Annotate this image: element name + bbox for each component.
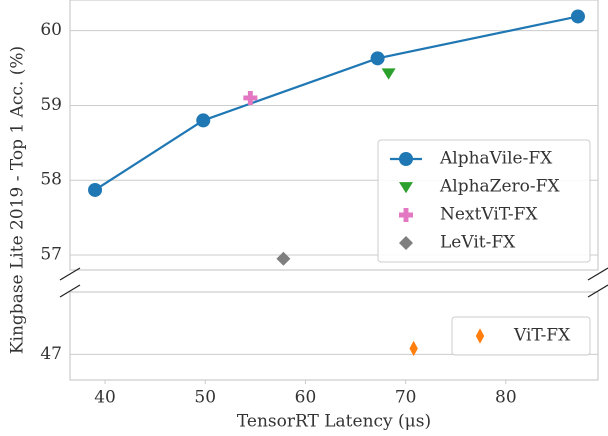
legend-marker [399,236,413,250]
marker [243,90,258,105]
legend-box [451,316,591,356]
legend-marker [399,208,413,222]
y-tick-label: 57 [40,245,62,265]
marker [409,340,418,357]
legend: AlphaVile-FX AlphaZero-FX NextViT-FX LeVit-… [377,139,591,263]
marker [381,68,396,80]
legend-marker [475,328,485,344]
x-tick-label: 50 [194,388,216,408]
marker [570,9,585,24]
series-line [94,15,579,191]
y-tick-label: 59 [40,95,62,115]
legend-label: ViT-FX [513,326,571,346]
y-tick-label: 47 [40,344,62,364]
legend-box [377,139,591,263]
y-tick-label: 58 [40,170,62,190]
y-axis-label: Kingbase Lite 2019 - Top 1 Acc. (%) [8,46,28,354]
legend-marker [399,152,413,166]
y-tick-label: 60 [40,20,62,40]
top-panel-frame [69,0,599,271]
marker [276,251,291,266]
x-tick-label: 70 [395,388,417,408]
legend: ViT-FX [451,316,591,356]
x-tick-label: 40 [94,388,116,408]
marker [370,51,385,66]
legend-label: LeVit-FX [440,233,516,253]
marker [196,113,211,128]
legend-label: NextViT-FX [440,205,538,225]
legend-label: AlphaZero-FX [439,177,560,197]
x-tick-label: 60 [295,388,317,408]
axis-break-marks [59,267,608,298]
legend-label: AlphaVile-FX [439,149,553,169]
bottom-panel-frame [69,291,599,381]
marker [88,182,103,197]
x-axis-label: TensorRT Latency (μs) [237,412,431,432]
x-tick-label: 80 [495,388,517,408]
legend-marker [399,182,413,194]
